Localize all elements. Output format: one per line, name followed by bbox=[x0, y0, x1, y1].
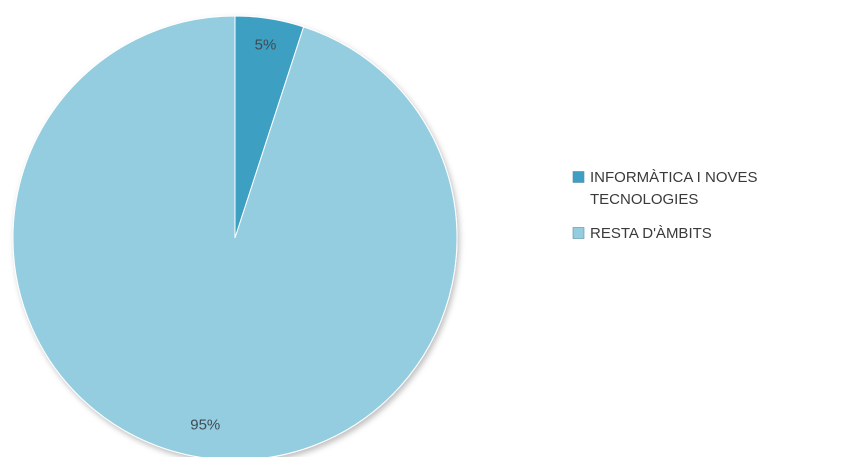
pie-slice-resta-d-ambits bbox=[12, 15, 458, 461]
data-label-informatica-i-noves-tecnologies: 5% bbox=[255, 36, 277, 53]
legend-label: RESTA D'ÀMBITS bbox=[590, 225, 712, 242]
legend-swatch bbox=[572, 171, 585, 183]
pie-slices bbox=[12, 15, 458, 461]
data-label-resta-d-ambits: 95% bbox=[190, 417, 220, 434]
legend: INFORMÀTICA I NOVES TECNOLOGIES RESTA D'ÀM… bbox=[572, 169, 758, 242]
legend-item-informatica-i-noves-tecnologies: INFORMÀTICA I NOVES TECNOLOGIES bbox=[572, 169, 758, 208]
pie-data-labels: 5% 95% bbox=[190, 36, 276, 433]
legend-swatch bbox=[572, 227, 585, 239]
legend-item-resta-d-ambits: RESTA D'ÀMBITS bbox=[572, 225, 712, 242]
legend-label: INFORMÀTICA I NOVES TECNOLOGIES bbox=[590, 169, 758, 208]
